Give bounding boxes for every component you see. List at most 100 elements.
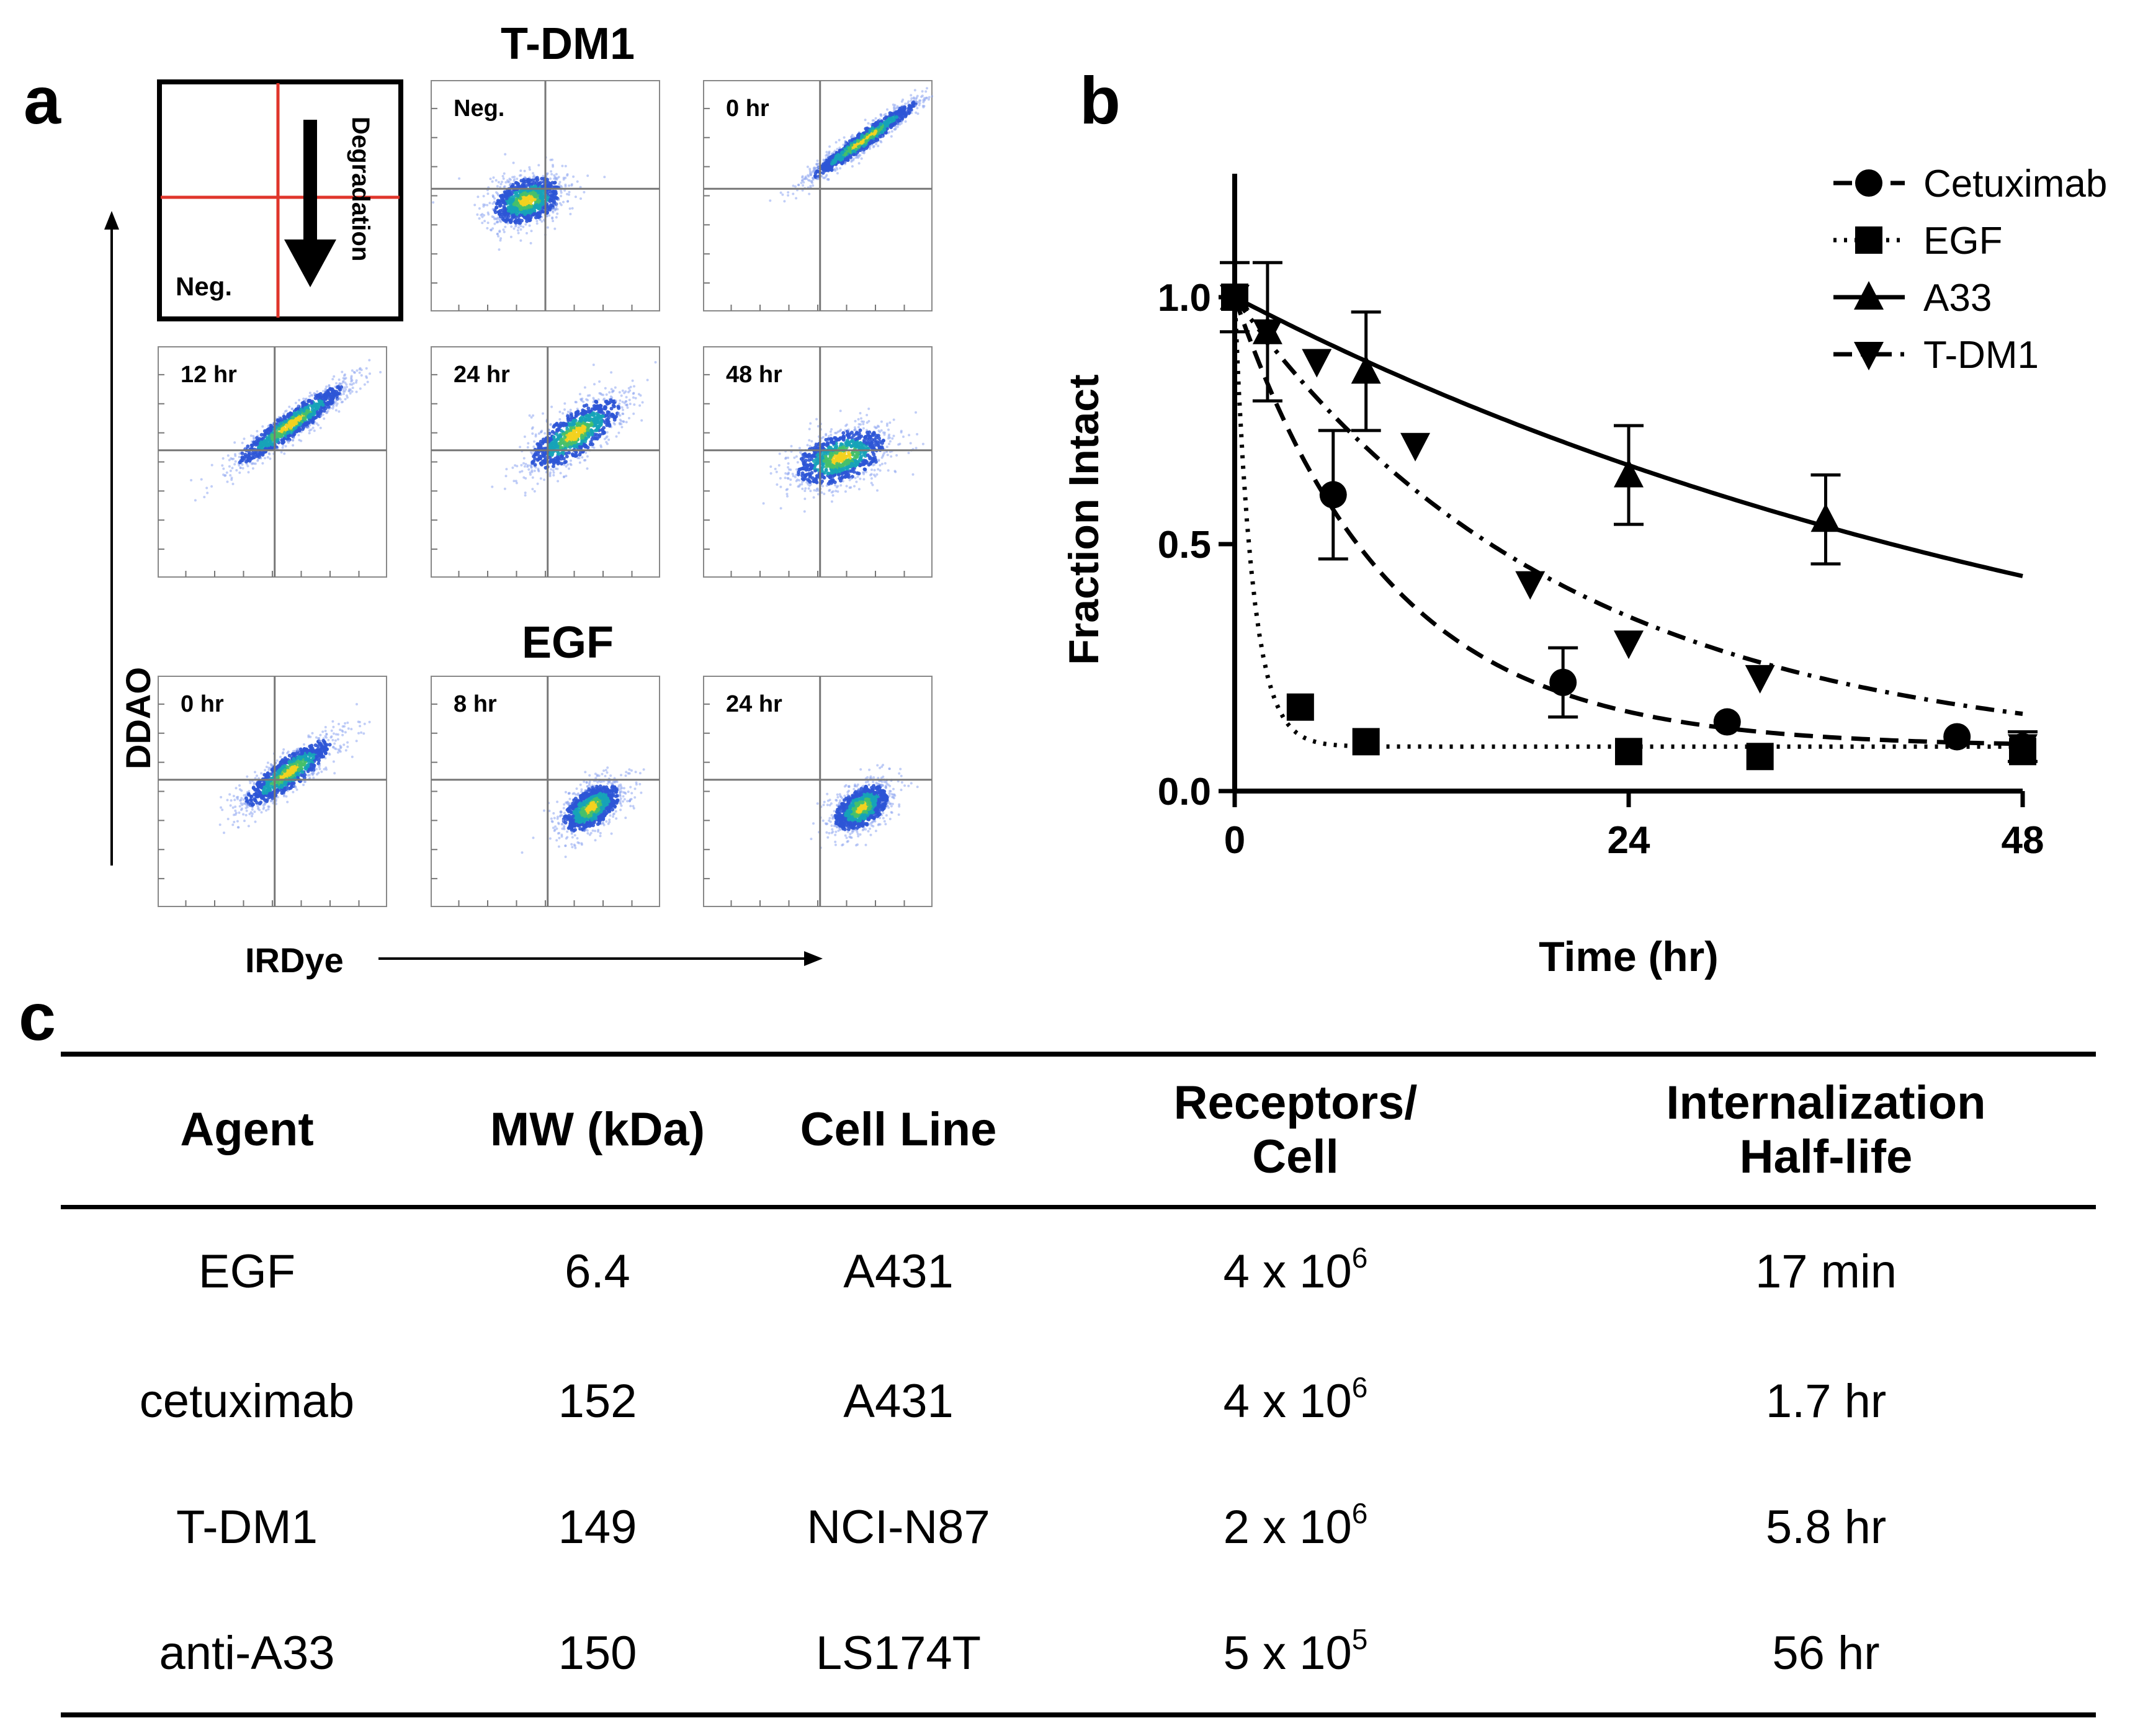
- neg-quadrant-label: Neg.: [176, 272, 233, 301]
- y-tick-label: 0.0: [1158, 771, 1211, 813]
- table-header-text: MW (kDa): [490, 1103, 705, 1157]
- table-header-text: Half-life: [1739, 1130, 1913, 1183]
- y-axis-title: Fraction Intact: [1060, 374, 1108, 665]
- legend-marker: [1854, 342, 1884, 370]
- flow-timepoint-label: 24 hr: [454, 362, 510, 388]
- legend-marker: [1854, 281, 1884, 310]
- table-header-cell: Agent: [61, 1055, 433, 1205]
- flow-timepoint-label: Neg.: [454, 96, 505, 122]
- table-cell-receptors: 4 x 106: [1035, 1338, 1556, 1464]
- table-cell-mw: 149: [558, 1501, 637, 1554]
- egf-flow-plot: 0 hr: [157, 675, 388, 908]
- table-row: anti-A33 150 LS174T 5 x 105 56 hr: [61, 1590, 2096, 1716]
- table-cell-receptors: 5 x 105: [1035, 1590, 1556, 1716]
- panel-b-letter: b: [1080, 63, 1121, 138]
- data-point: [1515, 571, 1546, 600]
- gating-schematic: Neg. Degradation: [157, 79, 403, 321]
- table-cell-mw: 152: [558, 1375, 637, 1428]
- table-cell-mw: 150: [558, 1627, 637, 1680]
- table-cell-agent: anti-A33: [159, 1627, 335, 1680]
- table-header-row: Agent MW (kDa) Cell Line Receptors/Cell Inte…: [61, 1055, 2096, 1205]
- data-point: [1319, 481, 1347, 509]
- internalization-table: Agent MW (kDa) Cell Line Receptors/Cell Inte…: [61, 1055, 2096, 1716]
- table-header-text: Receptors/: [1173, 1076, 1418, 1129]
- receptors-base: 4 x 10: [1223, 1375, 1352, 1428]
- table-cell-agent: EGF: [198, 1245, 296, 1298]
- tdm1-flow-plot: 0 hr: [702, 69, 955, 312]
- table-cell-cell-line: LS174T: [815, 1627, 982, 1680]
- irdye-axis-label: IRDye: [245, 941, 344, 980]
- flow-timepoint-label: 48 hr: [726, 362, 782, 388]
- table-header-cell: Cell Line: [762, 1055, 1035, 1205]
- data-point: [1943, 723, 1971, 751]
- table-cell-halflife: 56 hr: [1772, 1627, 1880, 1680]
- data-point: [1252, 319, 1282, 348]
- data-point: [1549, 668, 1577, 696]
- table-header-cell: Receptors/Cell: [1035, 1055, 1556, 1205]
- x-tick-label: 24: [1608, 819, 1650, 862]
- legend-label: EGF: [1923, 220, 2002, 262]
- table-cell-cell-line: NCI-N87: [807, 1501, 990, 1554]
- data-point: [1302, 349, 1332, 378]
- data-point: [1810, 503, 1841, 532]
- data-point: [1614, 459, 1644, 488]
- data-point: [1746, 743, 1774, 771]
- legend-item: A33: [1833, 277, 1992, 320]
- data-point: [1351, 355, 1381, 384]
- series-line-3: [1233, 295, 2023, 716]
- flow-timepoint-label: 8 hr: [454, 691, 497, 717]
- legend-marker: [1855, 169, 1882, 197]
- tdm1-flow-plot: 24 hr: [430, 346, 661, 578]
- data-point: [1352, 728, 1380, 756]
- table-top-rule: [61, 1052, 2096, 1057]
- table-row: cetuximab 152 A431 4 x 106 1.7 hr: [61, 1338, 2096, 1464]
- fraction-intact-chart: 0.0 0.5 1.0 0 24 48 Time (hr) Fraction Intact Ce…: [1060, 163, 2107, 980]
- table-row: T-DM1 149 NCI-N87 2 x 106 5.8 hr: [61, 1464, 2096, 1590]
- table-header-rule: [61, 1205, 2096, 1209]
- table-cell-agent: cetuximab: [139, 1375, 355, 1428]
- table-cell-halflife: 5.8 hr: [1765, 1501, 1887, 1554]
- ddao-axis-arrow: [104, 211, 119, 866]
- table-header-text: Cell: [1252, 1130, 1339, 1183]
- legend-item: T-DM1: [1833, 334, 2039, 377]
- legend-marker: [1855, 226, 1882, 254]
- table-cell-receptors: 4 x 106: [1035, 1205, 1556, 1338]
- flow-timepoint-label: 24 hr: [726, 691, 782, 717]
- data-point: [1713, 708, 1741, 736]
- table-cell-mw: 6.4: [565, 1245, 630, 1298]
- legend-label: Cetuximab: [1923, 163, 2107, 205]
- degradation-arrow-icon: [284, 120, 336, 287]
- legend-item: EGF: [1833, 220, 2002, 262]
- tdm1-group-title: T-DM1: [501, 19, 635, 69]
- legend-label: A33: [1923, 277, 1992, 320]
- egf-group-title: EGF: [521, 618, 614, 668]
- data-point: [1220, 285, 1250, 313]
- flow-timepoint-label: 0 hr: [726, 96, 769, 122]
- receptors-exponent: 6: [1351, 1242, 1368, 1274]
- irdye-axis-arrow: [378, 951, 823, 966]
- table-cell-halflife: 17 min: [1755, 1245, 1897, 1298]
- table-cell-receptors: 2 x 106: [1035, 1464, 1556, 1590]
- table-header-cell: Internalization Half-life: [1556, 1055, 2096, 1205]
- receptors-exponent: 5: [1351, 1623, 1368, 1655]
- egf-flow-plot: 24 hr: [702, 675, 933, 908]
- table-header-text: Internalization: [1666, 1076, 1986, 1129]
- table-bottom-rule: [61, 1712, 2096, 1717]
- table-cell-cell-line: A431: [843, 1375, 954, 1428]
- legend-item: Cetuximab: [1833, 163, 2107, 205]
- table-header-text: Agent: [180, 1103, 314, 1157]
- y-tick-label: 1.0: [1158, 277, 1211, 320]
- y-tick-label: 0.5: [1158, 524, 1211, 566]
- receptors-base: 4 x 10: [1223, 1245, 1352, 1298]
- tdm1-flow-plot: 48 hr: [702, 346, 933, 578]
- table-header-text: Cell Line: [800, 1103, 997, 1157]
- x-axis-title: Time (hr): [1539, 933, 1719, 980]
- tdm1-flow-plot: Neg.: [430, 79, 661, 312]
- table-cell-agent: T-DM1: [176, 1501, 318, 1554]
- data-point: [1400, 432, 1431, 462]
- degradation-label: Degradation: [347, 117, 374, 262]
- table-header-cell: MW (kDa): [433, 1055, 762, 1205]
- table-row: EGF 6.4 A431 4 x 106 17 min: [61, 1205, 2096, 1338]
- panel-a-letter: a: [24, 63, 61, 138]
- data-point: [1614, 630, 1644, 660]
